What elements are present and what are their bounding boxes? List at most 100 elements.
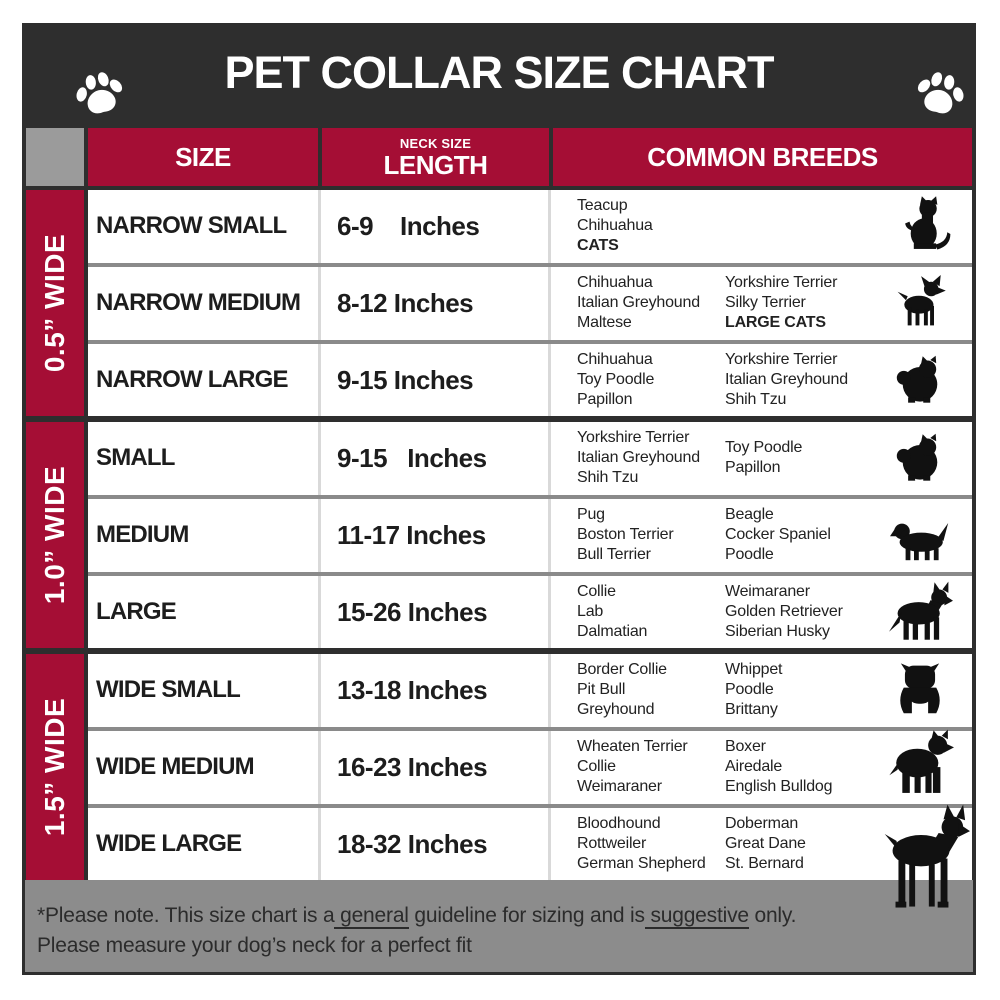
breed-name: Golden Retriever (725, 603, 843, 620)
size-cell: NARROW SMALL (96, 212, 287, 239)
icon-cell (868, 654, 972, 726)
breed-name: Boxer (725, 738, 766, 755)
size-cell: WIDE SMALL (96, 676, 241, 703)
pomeranian-icon (896, 433, 938, 481)
table-row: MEDIUM 11-17 Inches Pug Boston Terrier B… (88, 499, 972, 571)
breed-name: Silky Terrier (725, 294, 806, 311)
icon-cell (868, 190, 972, 262)
width-band-label: 1.0” WIDE (39, 465, 70, 605)
breed-name: Collie (577, 583, 616, 600)
table-row: LARGE 15-26 Inches Collie Lab Dalmatian … (88, 576, 972, 648)
breed-name: St. Bernard (725, 855, 804, 872)
length-cell: 15-26 Inches (337, 596, 488, 627)
group-0.5-rows: NARROW SMALL 6-9 Inches Teacup Chihuahua… (88, 190, 972, 416)
breed-name: Great Dane (725, 835, 806, 852)
breed-name: Poodle (725, 681, 774, 698)
breeds-cell: Border Collie Pit Bull Greyhound Whippet… (551, 654, 972, 726)
breeds-column-1: Bloodhound Rottweiler German Shepherd (577, 808, 725, 880)
row-divider (88, 495, 972, 499)
breeds-cell: Wheaten Terrier Collie Weimaraner Boxer … (551, 729, 972, 803)
length-cell: 6-9 Inches (337, 210, 480, 241)
breeds-cell: Collie Lab Dalmatian Weimaraner Golden R… (551, 576, 972, 648)
breeds-column-1: Border Collie Pit Bull Greyhound (577, 654, 725, 726)
size-cell: WIDE MEDIUM (96, 753, 255, 780)
breed-name: Bloodhound (577, 815, 661, 832)
header-neck-size-label: NECK SIZE (399, 135, 472, 151)
breed-name: Yorkshire Terrier (577, 429, 690, 446)
breed-name: Shih Tzu (725, 391, 787, 408)
row-divider (88, 727, 972, 731)
breeds-column-1: Yorkshire Terrier Italian Greyhound Shih… (577, 422, 725, 494)
icon-cell (868, 804, 972, 908)
width-band-label: 0.5” WIDE (39, 233, 70, 373)
table-row: WIDE MEDIUM 16-23 Inches Wheaten Terrier… (88, 729, 972, 803)
breeds-column-2: Boxer Airedale English Bulldog (725, 731, 868, 803)
shepherd-icon (888, 581, 953, 640)
breeds-column-1: Wheaten Terrier Collie Weimaraner (577, 731, 725, 803)
column-divider (318, 422, 321, 648)
breed-name: Brittany (725, 701, 778, 718)
header-common-breeds: COMMON BREEDS (553, 128, 972, 186)
breed-name: Border Collie (577, 661, 667, 678)
breed-name: Yorkshire Terrier (725, 274, 838, 291)
breed-name: Papillon (725, 459, 781, 476)
chihuahua-icon (897, 275, 946, 326)
width-band-1.0: 1.0” WIDE (26, 422, 84, 648)
icon-cell (868, 576, 972, 648)
breed-name: Italian Greyhound (577, 449, 700, 466)
breeds-cell: Bloodhound Rottweiler German Shepherd Do… (551, 804, 972, 908)
breed-name: Yorkshire Terrier (725, 351, 838, 368)
breed-name: Weimaraner (725, 583, 810, 600)
breeds-cell: Chihuahua Toy Poodle Papillon Yorkshire … (551, 344, 972, 416)
breeds-cell: Chihuahua Italian Greyhound Maltese York… (551, 267, 972, 339)
row-divider (88, 804, 972, 808)
column-divider (548, 190, 551, 416)
dachshund-icon (890, 523, 949, 561)
breed-name: Collie (577, 758, 616, 775)
table-row: NARROW SMALL 6-9 Inches Teacup Chihuahua… (88, 190, 972, 262)
icon-cell (868, 344, 972, 416)
footer-line-2: Please measure your dog’s neck for a per… (37, 934, 472, 957)
breeds-cell: Pug Boston Terrier Bull Terrier Beagle C… (551, 499, 972, 571)
breeds-column-1: Chihuahua Italian Greyhound Maltese (577, 267, 725, 339)
breed-name: Whippet (725, 661, 783, 678)
breed-name: Cocker Spaniel (725, 526, 831, 543)
breed-name: Doberman (725, 815, 799, 832)
footer-text: guideline for sizing and is (408, 904, 645, 927)
header-length-label: LENGTH (383, 149, 488, 180)
column-divider (318, 190, 321, 416)
size-cell: WIDE LARGE (96, 830, 242, 857)
length-cell: 13-18 Inches (337, 674, 488, 705)
footer-text: only. (748, 904, 797, 927)
breed-name: Greyhound (577, 701, 655, 718)
length-cell: 18-32 Inches (337, 828, 488, 859)
breeds-column-1: Collie Lab Dalmatian (577, 576, 725, 648)
breed-name: Wheaten Terrier (577, 738, 688, 755)
width-band-0.5: 0.5” WIDE (26, 190, 84, 416)
size-cell: MEDIUM (96, 521, 189, 548)
column-divider (318, 654, 321, 880)
breed-name: LARGE CATS (725, 314, 826, 331)
footer-underlined-general: general (334, 904, 409, 929)
paw-icon (908, 61, 976, 129)
doberman-icon (884, 804, 970, 908)
breed-name: English Bulldog (725, 778, 833, 795)
breed-name: Bull Terrier (577, 546, 651, 563)
table-row: WIDE SMALL 13-18 Inches Border Collie Pi… (88, 654, 972, 726)
breed-name: Maltese (577, 314, 632, 331)
column-divider (548, 654, 551, 880)
length-cell: 9-15 Inches (337, 364, 474, 395)
breed-name: Pit Bull (577, 681, 626, 698)
table-row: SMALL 9-15 Inches Yorkshire Terrier Ital… (88, 422, 972, 494)
icon-cell (868, 729, 972, 803)
bulldog-icon (900, 663, 940, 714)
breed-name: Chihuahua (577, 351, 653, 368)
page-title: PET COLLAR SIZE CHART (224, 47, 775, 98)
size-cell: NARROW LARGE (96, 366, 289, 393)
footer-underlined-suggestive: suggestive (644, 904, 749, 929)
breeds-column-2: Weimaraner Golden Retriever Siberian Hus… (725, 576, 868, 648)
footer-note: *Please note. This size chart is a gener… (22, 880, 976, 975)
pitbull-icon (889, 729, 954, 793)
breeds-cell: Teacup Chihuahua CATS (551, 190, 972, 262)
breed-name: Siberian Husky (725, 623, 830, 640)
